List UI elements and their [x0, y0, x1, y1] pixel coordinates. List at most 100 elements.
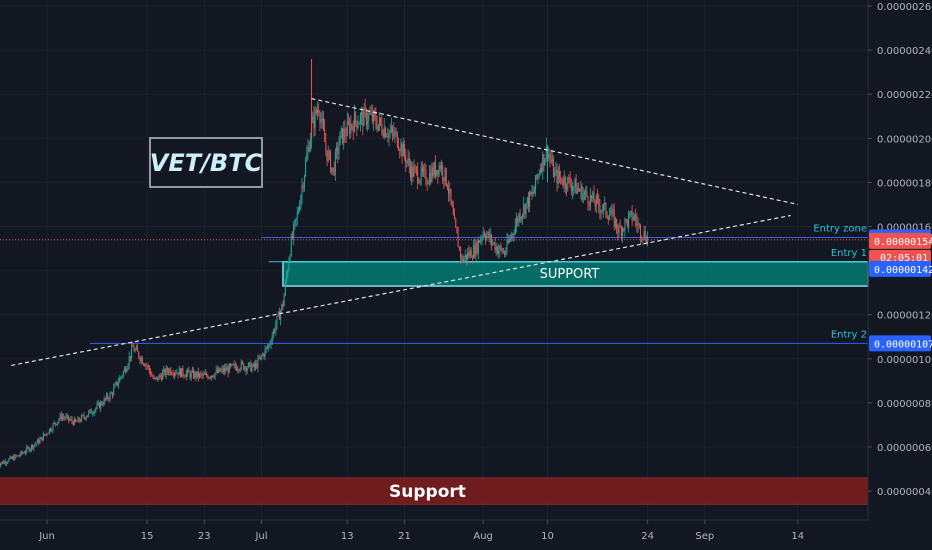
candle-body	[70, 418, 72, 420]
candle-body	[187, 369, 189, 373]
candle-body	[151, 375, 153, 377]
candle-body	[26, 447, 28, 452]
candle-body	[288, 261, 290, 271]
candle-body	[374, 111, 376, 116]
candle-body	[281, 304, 283, 312]
candle-body	[477, 240, 479, 253]
candle-body	[425, 169, 427, 184]
candle-body	[564, 177, 566, 187]
candle-body	[194, 372, 196, 378]
candle-body	[58, 419, 60, 422]
candle-body	[421, 167, 423, 172]
candle-body	[177, 372, 179, 376]
candle-body	[286, 275, 288, 282]
candle-body	[200, 373, 202, 375]
x-tick-label: 21	[398, 531, 411, 542]
candle-body	[72, 421, 74, 425]
candle-body	[474, 245, 476, 257]
candle-body	[384, 127, 386, 137]
candle-body	[473, 245, 475, 259]
candle-body	[502, 251, 504, 253]
candle-body	[109, 393, 111, 400]
y-tick-label: 0.00000220	[877, 90, 932, 101]
candle-body	[101, 402, 103, 405]
candle-body	[22, 452, 24, 454]
price-tag-entry-2-bg	[869, 335, 931, 352]
candle-body	[67, 415, 69, 420]
candle-body	[284, 281, 286, 295]
price-tag-layer: 0.000001550.000001070.0000015402:05:010.…	[869, 229, 932, 352]
candle-body	[259, 355, 261, 359]
candle-body	[566, 186, 568, 190]
candle-body	[82, 415, 84, 417]
candle-body	[137, 347, 139, 352]
candle-body	[532, 192, 534, 194]
candle-body	[206, 373, 208, 376]
candle-body	[568, 176, 570, 178]
candle-body	[593, 192, 595, 203]
candle-body	[39, 439, 41, 444]
candle-body	[69, 419, 71, 421]
countdown-timer: 02:05:01	[880, 253, 928, 264]
y-tick-label: 0.00000040	[877, 487, 932, 498]
candle-body	[307, 146, 309, 155]
candle-body	[342, 128, 344, 144]
candle-body	[52, 423, 54, 431]
candle-body	[588, 203, 590, 206]
candle-body	[333, 167, 335, 175]
candle-body	[312, 116, 314, 123]
symbol-box-label: VET/BTC	[150, 149, 263, 177]
candle-body	[574, 179, 576, 187]
candle-body	[644, 231, 646, 240]
candle-body	[613, 210, 615, 227]
candle-body	[313, 116, 315, 128]
candle-body	[96, 404, 98, 409]
y-tick-label: 0.00000160	[877, 223, 932, 234]
candle-body	[44, 434, 46, 436]
candle-body	[171, 374, 173, 375]
candle-body	[520, 217, 522, 221]
candle-body	[358, 123, 360, 125]
candle-body	[612, 208, 614, 211]
candle-body	[639, 225, 641, 238]
candle-body	[163, 369, 165, 373]
candle-body	[635, 215, 637, 221]
candle-body	[213, 376, 215, 378]
zone-support-label: SUPPORT	[540, 267, 600, 282]
candle-body	[116, 381, 118, 386]
candle-body	[296, 212, 298, 219]
candle-body	[629, 212, 631, 216]
candle-body	[638, 224, 640, 226]
candle-body	[14, 455, 16, 461]
candle-body	[552, 159, 554, 177]
candle-body	[126, 369, 128, 373]
candle-body	[413, 167, 415, 177]
zone-support-label: Support	[389, 482, 466, 502]
candle-body	[536, 175, 538, 179]
candle-body	[188, 369, 190, 373]
candle-body	[519, 213, 521, 221]
candle-body	[530, 191, 532, 195]
candle-body	[258, 357, 260, 359]
candle-body	[115, 381, 117, 385]
candle-body	[557, 170, 559, 184]
candle-body	[253, 363, 255, 368]
candle-body	[353, 112, 355, 132]
candle-body	[418, 182, 420, 184]
candle-body	[414, 167, 416, 169]
candle-body	[380, 117, 382, 124]
candle-body	[489, 234, 491, 240]
candle-body	[237, 369, 239, 371]
candle-body	[357, 124, 359, 128]
candle-body	[420, 167, 422, 181]
candle-body	[220, 370, 222, 372]
candle-body	[232, 364, 234, 365]
candle-body	[59, 414, 61, 420]
candle-body	[159, 375, 161, 377]
candle-body	[75, 418, 77, 422]
resistance-trendline	[311, 98, 798, 206]
candle-body	[431, 167, 433, 183]
candle-body	[181, 367, 183, 377]
candle-body	[33, 445, 35, 449]
